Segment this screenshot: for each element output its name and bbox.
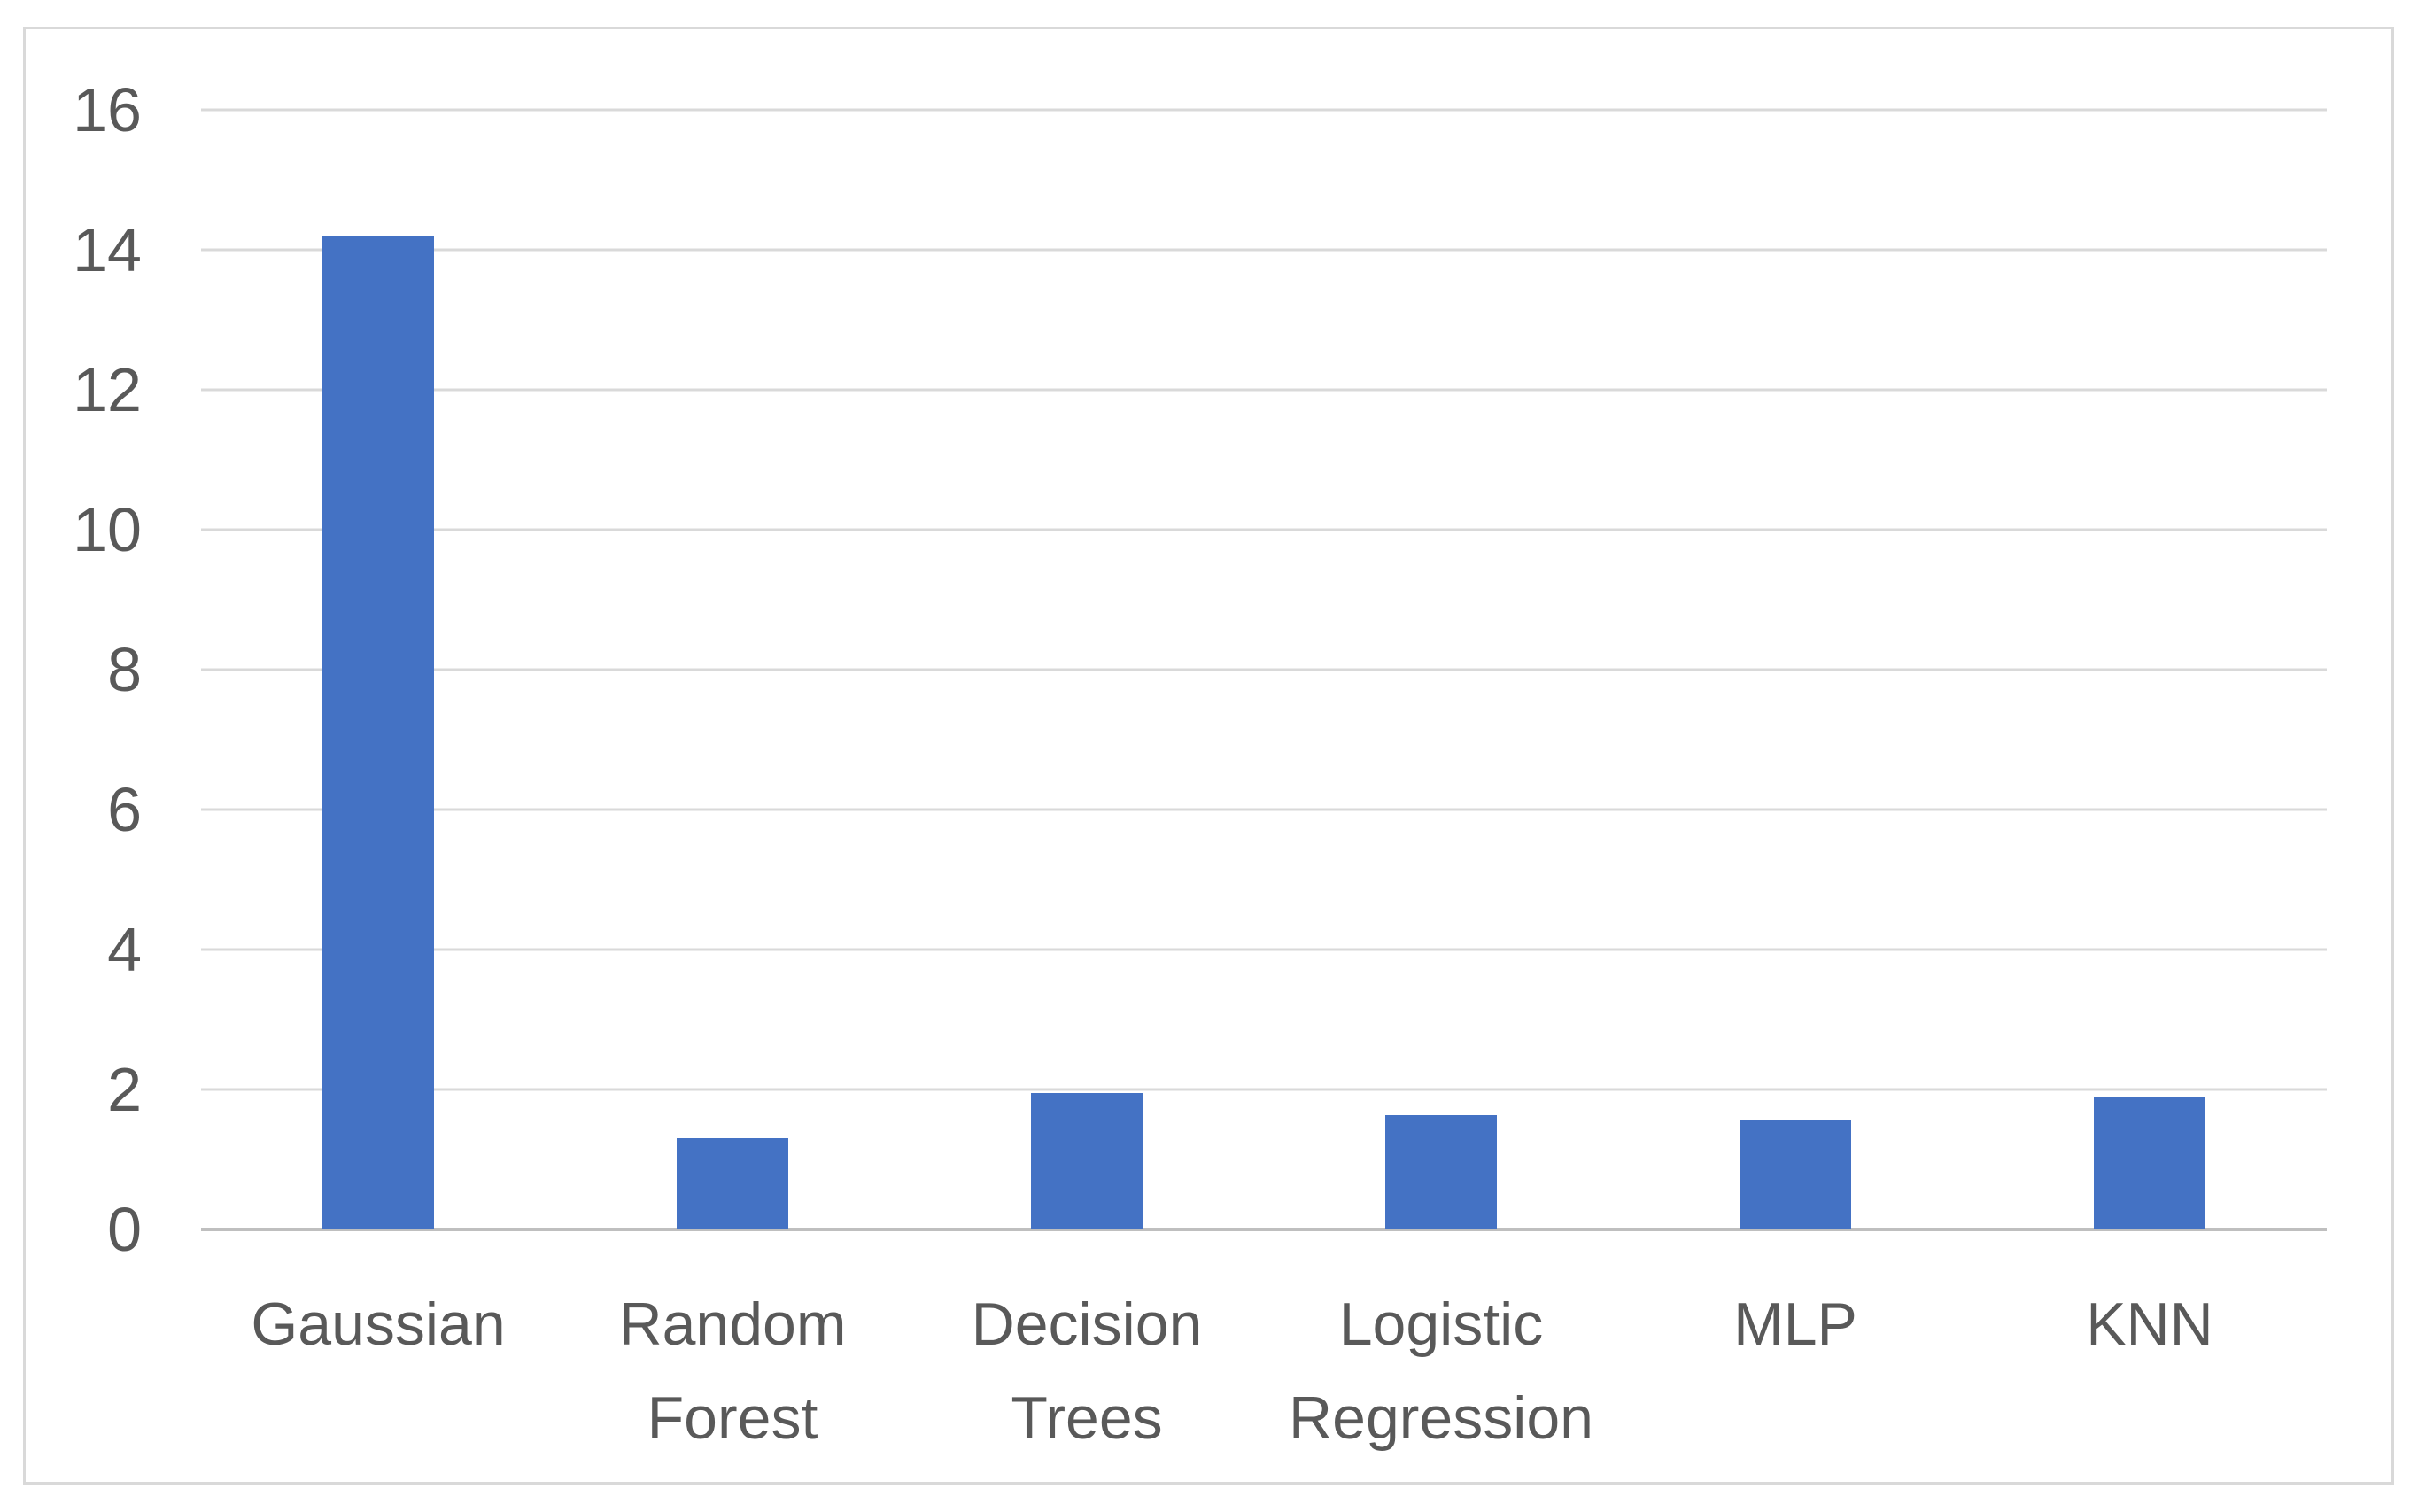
bar-logistic-regression: [1385, 1115, 1497, 1229]
y-tick-label-14: 14: [73, 215, 142, 284]
gridline-y-12: [201, 388, 2327, 392]
x-tick-label-random-forest: Random Forest: [618, 1291, 847, 1452]
x-tick-label-knn: KNN: [2086, 1291, 2213, 1358]
y-tick-label-2: 2: [107, 1055, 142, 1124]
gridline-y-6: [201, 808, 2327, 811]
bar-mlp: [1740, 1119, 1851, 1229]
x-axis: Gaussian Random Forest Decision Trees Logis…: [201, 1277, 2327, 1465]
bar-slot-knn: [1972, 110, 2327, 1229]
bar-slot-random-forest: [555, 110, 910, 1229]
y-tick-label-12: 12: [73, 355, 142, 424]
bar-decision-trees: [1031, 1092, 1143, 1229]
bar-slot-gaussian: [201, 110, 555, 1229]
y-tick-label-8: 8: [107, 635, 142, 704]
x-tick-label-decision-trees: Decision Trees: [971, 1291, 1203, 1452]
y-tick-label-0: 0: [107, 1195, 142, 1264]
gridline-y-4: [201, 948, 2327, 951]
bar-random-forest: [677, 1138, 788, 1229]
bar-series: [201, 110, 2327, 1229]
x-axis-line: [201, 1228, 2327, 1231]
bar-slot-decision-trees: [910, 110, 1264, 1229]
y-tick-label-16: 16: [73, 75, 142, 144]
bar-slot-mlp: [1618, 110, 1972, 1229]
x-tick-label-gaussian: Gaussian: [251, 1291, 506, 1358]
gridline-y-8: [201, 668, 2327, 671]
bar-slot-logistic-regression: [1264, 110, 1618, 1229]
bar-knn: [2094, 1097, 2205, 1229]
y-tick-label-10: 10: [73, 495, 142, 564]
y-tick-label-4: 4: [107, 915, 142, 984]
x-tick-label-mlp: MLP: [1733, 1291, 1857, 1358]
gridline-y-2: [201, 1088, 2327, 1091]
bar-gaussian: [322, 236, 434, 1229]
y-axis: 0 2 4 6 8 10 12 14 16: [27, 79, 142, 1260]
plot-area: [201, 108, 2327, 1231]
y-tick-label-6: 6: [107, 775, 142, 844]
gridline-y-16: [201, 108, 2327, 112]
gridline-y-14: [201, 248, 2327, 252]
x-tick-label-logistic-regression: Logistic Regression: [1289, 1291, 1593, 1452]
gridline-y-10: [201, 528, 2327, 531]
